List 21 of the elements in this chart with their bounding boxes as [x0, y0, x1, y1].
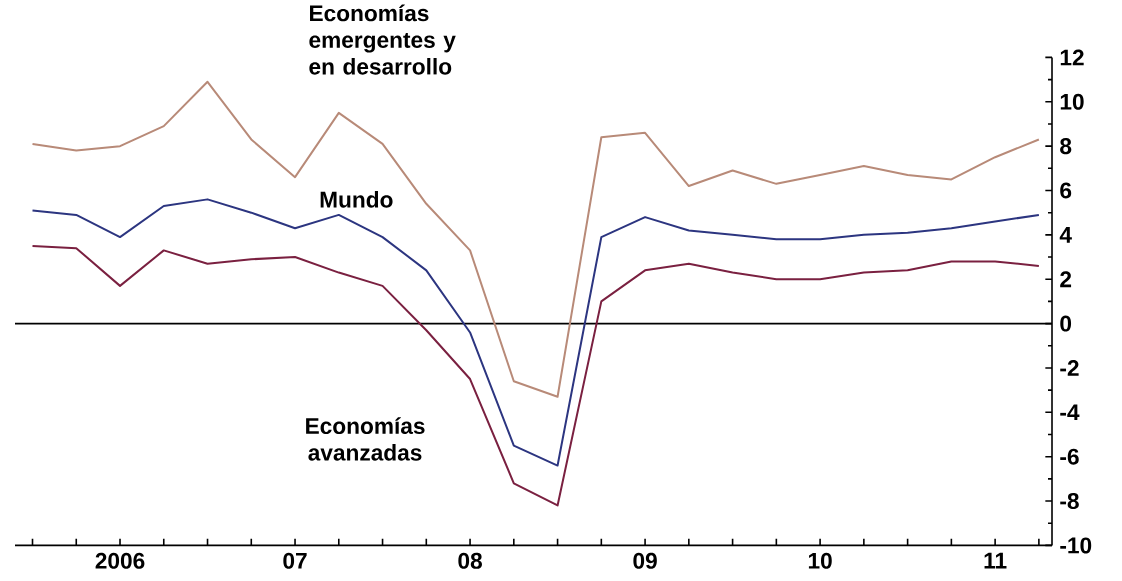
- y-tick-label: 12: [1060, 49, 1084, 66]
- text: Economías emergentes y en desarrollo: [309, 4, 456, 75]
- series-label: Mundo: [320, 190, 393, 208]
- x-tick-label: 08: [458, 552, 482, 569]
- y-tick-label: -10: [1060, 537, 1092, 554]
- y-tick-label: -8: [1060, 492, 1079, 509]
- x-tick-label: 07: [283, 552, 307, 569]
- text: Economías avanzadas: [306, 416, 425, 461]
- x-tick-label: 2006: [95, 552, 145, 569]
- y-tick-label: -2: [1060, 359, 1079, 376]
- y-tick-label: 10: [1060, 93, 1084, 110]
- y-tick-label: 2: [1060, 271, 1072, 287]
- y-tick-label: 8: [1060, 137, 1072, 154]
- y-tick-label: 6: [1060, 182, 1072, 199]
- x-tick-label: 11: [984, 552, 1007, 569]
- y-tick-label: -4: [1060, 404, 1080, 420]
- y-tick-label: 0: [1060, 315, 1072, 332]
- x-tick-label: 09: [633, 552, 657, 569]
- x-tick-label: 10: [808, 552, 832, 569]
- y-tick-label: -6: [1060, 448, 1079, 465]
- y-tick-label: 4: [1059, 226, 1072, 243]
